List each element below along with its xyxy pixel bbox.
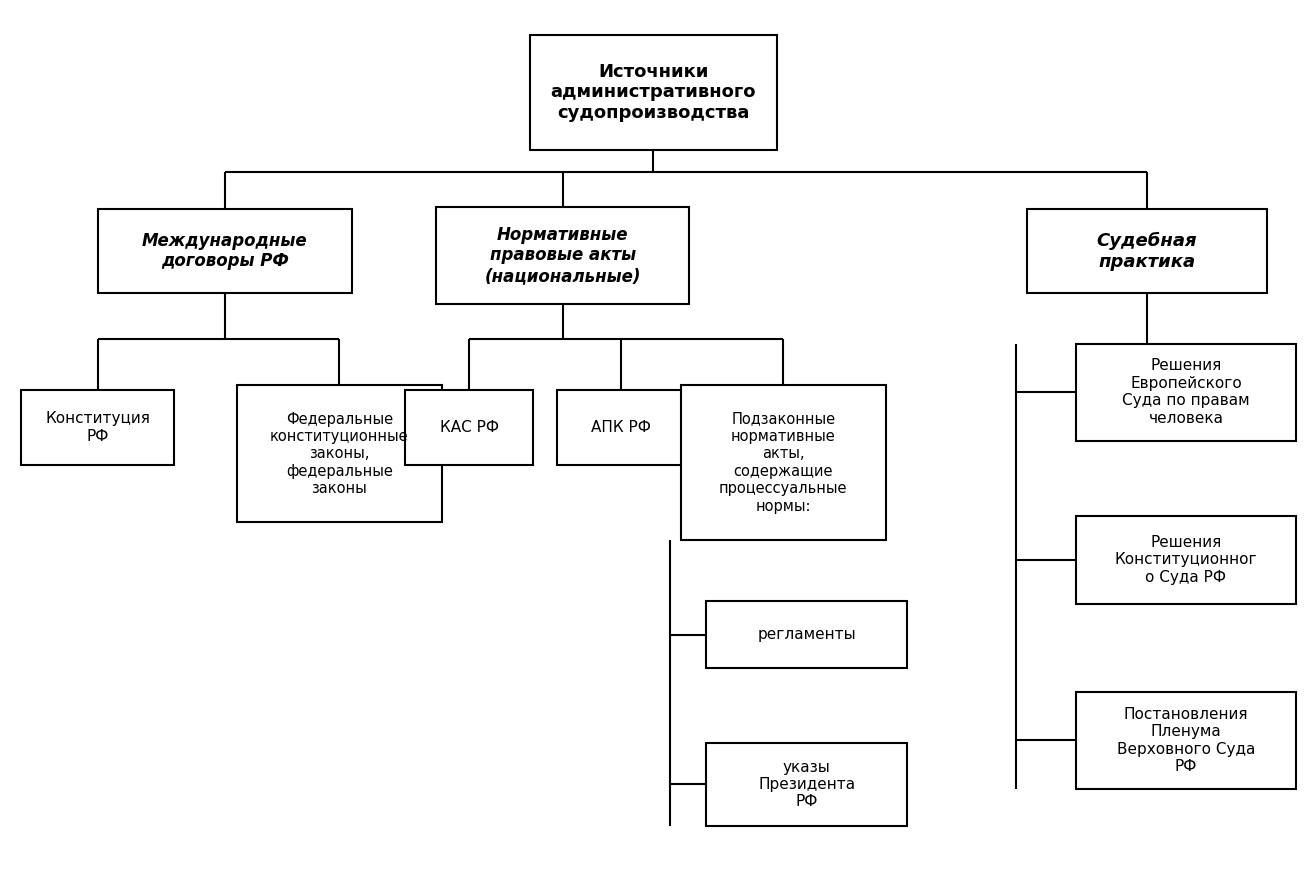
FancyBboxPatch shape [557, 390, 685, 465]
FancyBboxPatch shape [21, 390, 174, 465]
Text: Федеральные
конституционные
законы,
федеральные
законы: Федеральные конституционные законы, феде… [271, 411, 409, 496]
FancyBboxPatch shape [706, 602, 907, 668]
FancyBboxPatch shape [706, 742, 907, 826]
Text: АПК РФ: АПК РФ [591, 420, 651, 435]
FancyBboxPatch shape [405, 390, 533, 465]
Text: регламенты: регламенты [758, 627, 856, 642]
FancyBboxPatch shape [531, 35, 776, 150]
Text: Конституция
РФ: Конституция РФ [46, 411, 150, 443]
Text: Источники
административного
судопроизводства: Источники административного судопроизвод… [550, 62, 757, 122]
Text: указы
Президента
РФ: указы Президента РФ [758, 759, 855, 809]
Text: Нормативные
правовые акты
(национальные): Нормативные правовые акты (национальные) [485, 226, 640, 285]
FancyBboxPatch shape [681, 385, 886, 539]
FancyBboxPatch shape [237, 385, 442, 522]
FancyBboxPatch shape [98, 209, 352, 293]
FancyBboxPatch shape [1076, 692, 1297, 789]
Text: Международные
договоры РФ: Международные договоры РФ [142, 231, 307, 271]
FancyBboxPatch shape [1076, 515, 1297, 603]
Text: КАС РФ: КАС РФ [439, 420, 498, 435]
FancyBboxPatch shape [1076, 344, 1297, 441]
Text: Подзаконные
нормативные
акты,
содержащие
процессуальные
нормы:: Подзаконные нормативные акты, содержащие… [719, 412, 848, 514]
Text: Решения
Европейского
Суда по правам
человека: Решения Европейского Суда по правам чело… [1123, 359, 1249, 425]
FancyBboxPatch shape [437, 207, 689, 303]
Text: Решения
Конституционног
о Суда РФ: Решения Конституционног о Суда РФ [1115, 535, 1257, 585]
Text: Постановления
Пленума
Верховного Суда
РФ: Постановления Пленума Верховного Суда РФ [1116, 707, 1255, 774]
Text: Судебная
практика: Судебная практика [1097, 231, 1197, 271]
FancyBboxPatch shape [1027, 209, 1266, 293]
